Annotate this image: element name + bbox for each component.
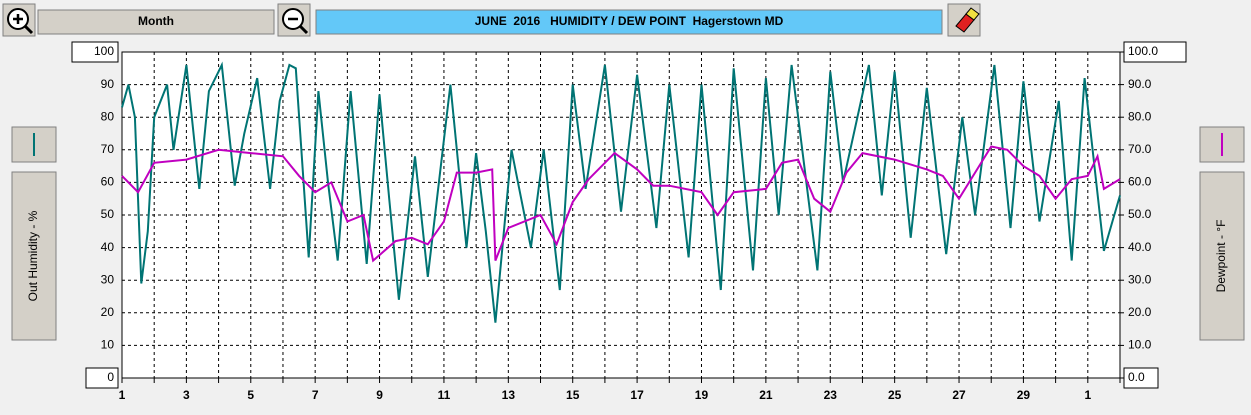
y-tick-label: 30 <box>101 272 115 286</box>
axis-label-button[interactable] <box>1199 171 1245 341</box>
y-tick-label: 70 <box>101 142 115 156</box>
x-tick-label: 17 <box>630 388 644 402</box>
y2-axis-label: Dewpoint - °F <box>1214 220 1228 293</box>
zoom-out-button[interactable] <box>277 3 311 37</box>
x-tick-label: 15 <box>566 388 580 402</box>
y-tick-label: 0 <box>107 370 114 384</box>
tick-box <box>1123 367 1159 389</box>
y2-tick-label: 70.0 <box>1128 142 1152 156</box>
y-tick-label: 10 <box>101 338 115 352</box>
tick-box <box>1123 41 1187 63</box>
x-tick-label: 1 <box>1084 388 1091 402</box>
y2-tick-label: 50.0 <box>1128 207 1152 221</box>
y-tick-label: 50 <box>101 207 115 221</box>
x-tick-label: 29 <box>1017 388 1031 402</box>
y2-tick-label: 20.0 <box>1128 305 1152 319</box>
clear-button[interactable] <box>947 3 981 37</box>
zoom-in-button[interactable] <box>2 3 36 37</box>
y2-tick-label: 100.0 <box>1128 44 1158 58</box>
x-tick-label: 11 <box>438 388 451 402</box>
tick-box <box>85 367 119 389</box>
y2-tick-label: 30.0 <box>1128 272 1152 286</box>
y-tick-label: 90 <box>101 77 115 91</box>
axis-label-button[interactable] <box>11 171 57 341</box>
y2-tick-label: 10.0 <box>1128 338 1152 352</box>
y-tick-label: 100 <box>94 44 114 58</box>
y2-tick-label: 0.0 <box>1128 370 1145 384</box>
x-tick-label: 25 <box>888 388 902 402</box>
x-tick-label: 1 <box>119 388 126 402</box>
y2-tick-label: 90.0 <box>1128 77 1152 91</box>
y-tick-label: 80 <box>101 109 115 123</box>
x-tick-label: 5 <box>247 388 254 402</box>
x-tick-label: 3 <box>183 388 190 402</box>
y-tick-label: 60 <box>101 175 115 189</box>
x-tick-label: 7 <box>312 388 319 402</box>
chart-title: JUNE 2016 HUMIDITY / DEW POINT Hagerstow… <box>475 14 784 28</box>
x-tick-label: 13 <box>502 388 516 402</box>
x-tick-label: 23 <box>824 388 838 402</box>
y-tick-label: 20 <box>101 305 115 319</box>
data-line <box>121 145 1121 263</box>
x-tick-label: 27 <box>952 388 966 402</box>
y-axis-label: Out Humidity - % <box>26 210 40 301</box>
range-button[interactable] <box>37 9 275 35</box>
y-tick-label: 40 <box>101 240 115 254</box>
data-line <box>121 61 1121 323</box>
tick-box <box>71 41 119 63</box>
range-label[interactable]: Month <box>138 14 174 28</box>
x-tick-label: 19 <box>695 388 709 402</box>
y2-tick-label: 60.0 <box>1128 175 1152 189</box>
title-bar <box>315 9 943 35</box>
x-tick-label: 21 <box>759 388 773 402</box>
y2-tick-label: 40.0 <box>1128 240 1152 254</box>
y2-tick-label: 80.0 <box>1128 109 1152 123</box>
x-tick-label: 9 <box>376 388 383 402</box>
